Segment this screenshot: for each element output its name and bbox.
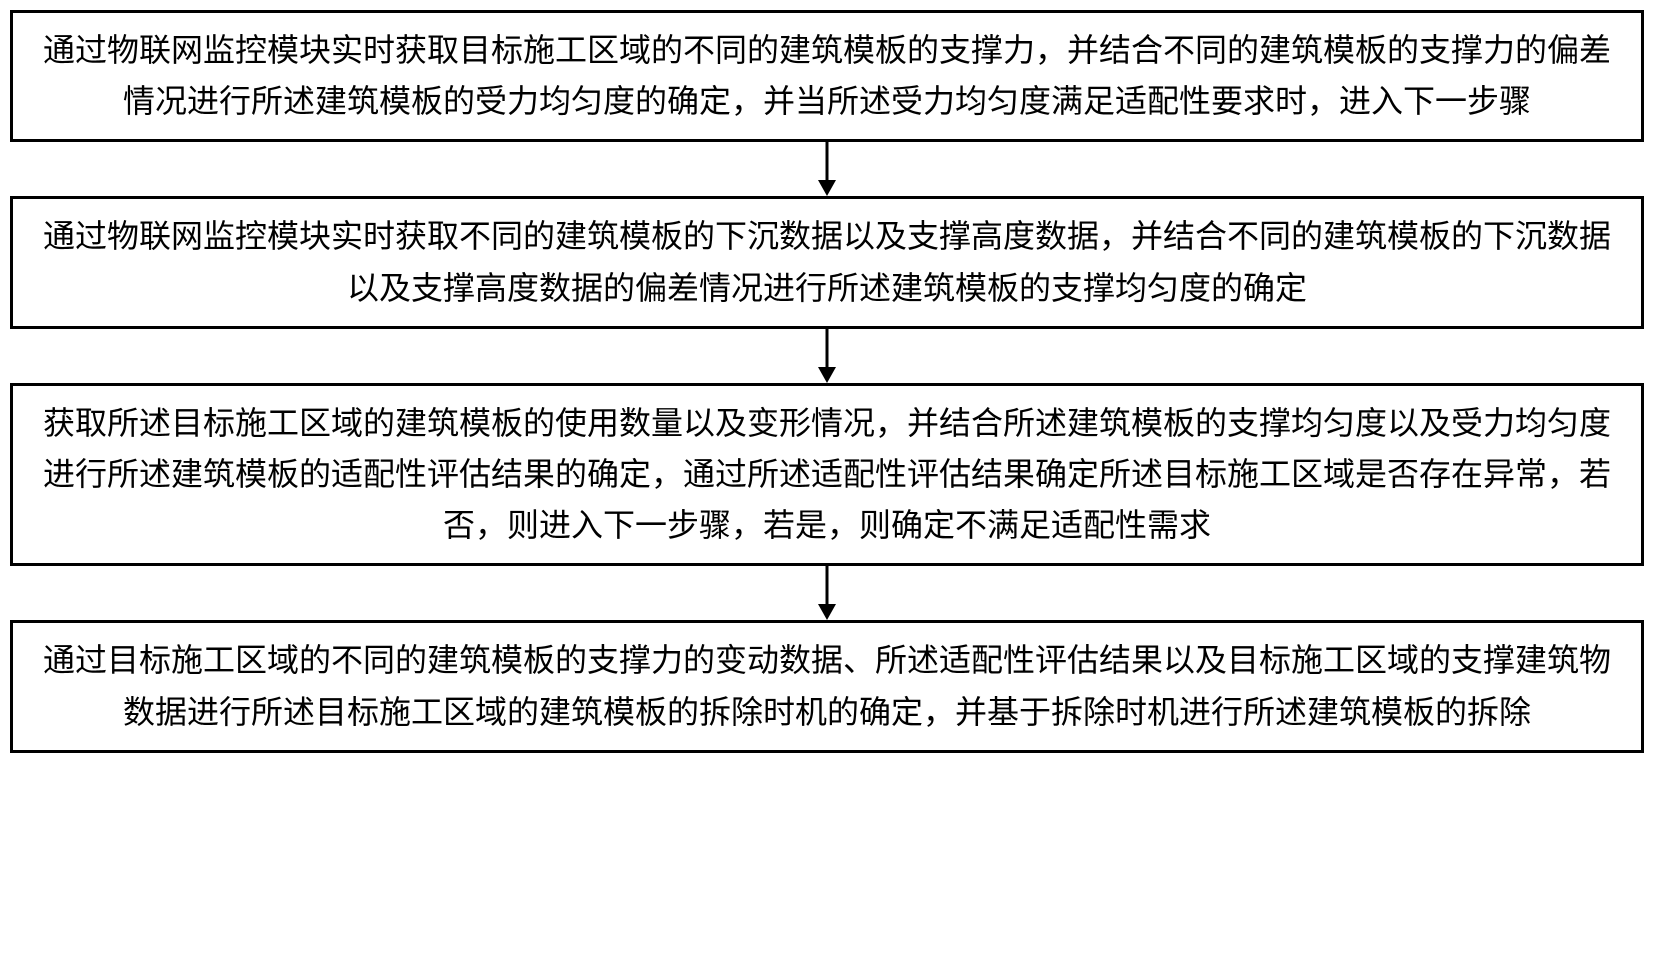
arrow-3-to-4 [812, 566, 842, 620]
flowchart-step-1: 通过物联网监控模块实时获取目标施工区域的不同的建筑模板的支撑力，并结合不同的建筑… [10, 10, 1644, 142]
arrow-down-icon [812, 566, 842, 620]
step-text: 获取所述目标施工区域的建筑模板的使用数量以及变形情况，并结合所述建筑模板的支撑均… [43, 405, 1611, 543]
flowchart-step-2: 通过物联网监控模块实时获取不同的建筑模板的下沉数据以及支撑高度数据，并结合不同的… [10, 196, 1644, 328]
step-text: 通过物联网监控模块实时获取不同的建筑模板的下沉数据以及支撑高度数据，并结合不同的… [43, 218, 1611, 305]
arrow-down-icon [812, 142, 842, 196]
step-text: 通过物联网监控模块实时获取目标施工区域的不同的建筑模板的支撑力，并结合不同的建筑… [43, 32, 1611, 119]
arrow-2-to-3 [812, 329, 842, 383]
flowchart-step-3: 获取所述目标施工区域的建筑模板的使用数量以及变形情况，并结合所述建筑模板的支撑均… [10, 383, 1644, 567]
flowchart-step-4: 通过目标施工区域的不同的建筑模板的支撑力的变动数据、所述适配性评估结果以及目标施… [10, 620, 1644, 752]
arrow-1-to-2 [812, 142, 842, 196]
arrow-down-icon [812, 329, 842, 383]
step-text: 通过目标施工区域的不同的建筑模板的支撑力的变动数据、所述适配性评估结果以及目标施… [43, 642, 1611, 729]
flowchart-container: 通过物联网监控模块实时获取目标施工区域的不同的建筑模板的支撑力，并结合不同的建筑… [10, 10, 1644, 753]
